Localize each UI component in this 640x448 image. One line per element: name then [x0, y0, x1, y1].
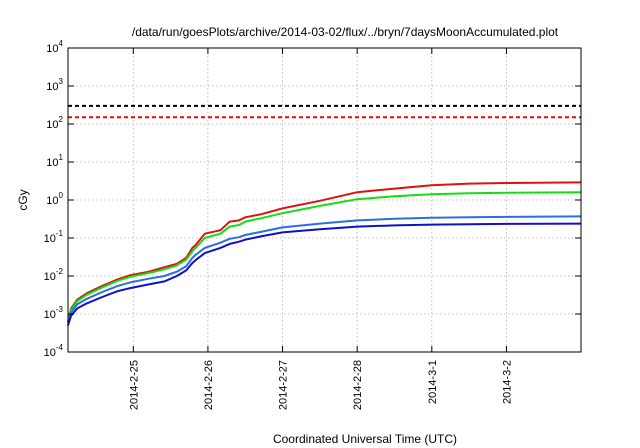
y-axis-label: cGy — [16, 189, 30, 210]
x-axis-label: Coordinated Universal Time (UTC) — [273, 432, 457, 446]
x-tick-label: 2014-3-2 — [501, 360, 513, 404]
y-tick-label: 104 — [46, 39, 63, 55]
x-tick-label: 2014-2-25 — [128, 360, 140, 410]
reference-lines — [68, 104, 581, 119]
y-tick-label: 10-3 — [44, 305, 64, 321]
x-tick-label: 2014-2-28 — [352, 360, 364, 410]
series-line — [67, 191, 582, 323]
y-tick-label: 103 — [46, 77, 63, 93]
y-tick-label: 10-1 — [44, 229, 64, 245]
x-axis-ticks: 2014-2-25 2014-2-26 2014-2-27 2014-2-28 2014… — [128, 48, 513, 410]
y-tick-label: 101 — [46, 153, 63, 169]
series-line — [67, 215, 582, 323]
series-line — [67, 222, 582, 326]
x-tick-label: 2014-2-26 — [203, 360, 215, 410]
y-axis-ticks: 10-4 10-3 10-2 10-1 100 101 102 103 104 — [44, 39, 581, 359]
y-tick-label: 102 — [46, 115, 63, 131]
series-lines — [67, 181, 582, 326]
y-tick-label: 100 — [46, 191, 63, 207]
x-tick-label: 2014-2-27 — [278, 360, 290, 410]
y-tick-label: 10-4 — [44, 343, 64, 359]
x-tick-label: 2014-3-1 — [427, 360, 439, 404]
series-line — [67, 181, 582, 323]
y-tick-label: 10-2 — [44, 267, 64, 283]
chart-title: /data/run/goesPlots/archive/2014-03-02/f… — [132, 25, 559, 39]
